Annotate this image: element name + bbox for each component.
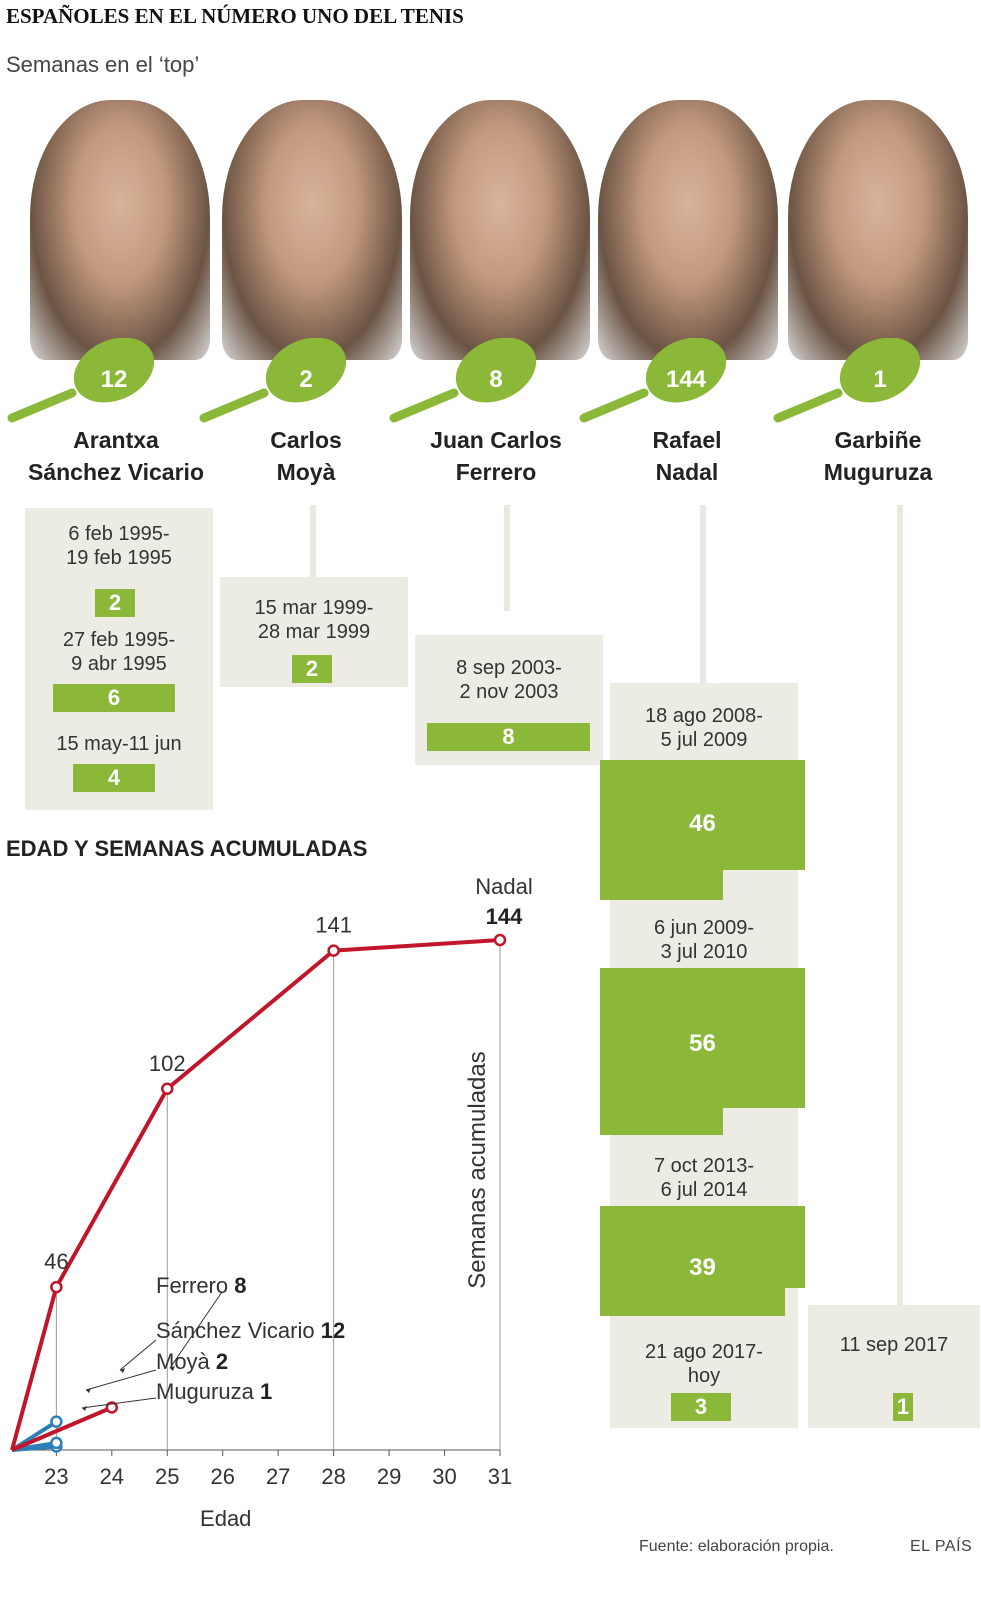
data-point bbox=[493, 933, 507, 947]
leader-arrow bbox=[120, 1368, 125, 1373]
leader-line bbox=[169, 1291, 223, 1369]
data-point bbox=[327, 944, 340, 957]
period-dates: 15 may-11 jun bbox=[56, 733, 182, 755]
x-tick-label: 27 bbox=[266, 1464, 290, 1489]
weeks-bar: 8 bbox=[427, 723, 590, 751]
data-label: 102 bbox=[149, 1051, 186, 1076]
weeks-value: 56 bbox=[689, 1030, 716, 1057]
x-axis-label: Edad bbox=[200, 1506, 251, 1531]
weeks-value: 39 bbox=[689, 1254, 716, 1281]
x-tick-label: 26 bbox=[210, 1464, 234, 1489]
leader-line bbox=[85, 1369, 157, 1391]
weeks-block bbox=[600, 968, 805, 1135]
timeline-line bbox=[897, 505, 903, 1305]
source-note: Fuente: elaboración propia. bbox=[639, 1538, 834, 1555]
weeks-bar: 1 bbox=[893, 1393, 913, 1421]
x-tick-label: 29 bbox=[377, 1464, 401, 1489]
racket-icon bbox=[199, 338, 347, 423]
total-weeks-nadal: 144 bbox=[665, 366, 707, 393]
chart-section-title: EDAD Y SEMANAS ACUMULADAS bbox=[6, 836, 368, 861]
racket-icon bbox=[773, 338, 921, 423]
leader-line bbox=[81, 1397, 157, 1409]
total-weeks-ferrero: 8 bbox=[489, 366, 503, 393]
period-dates: 15 mar 1999- 28 mar 1999 bbox=[254, 597, 374, 643]
series-label-value: 144 bbox=[486, 904, 523, 929]
data-point bbox=[50, 1436, 63, 1450]
period-dates: 6 feb 1995- 19 feb 1995 bbox=[66, 523, 172, 569]
player-name-sanchez-vicario: Arantxa Sánchez Vicario bbox=[28, 427, 204, 485]
racket-icon bbox=[389, 338, 537, 423]
data-point bbox=[50, 1280, 63, 1294]
brand-logo: EL PAÍS bbox=[910, 1538, 973, 1555]
period-dates: 21 ago 2017- hoy bbox=[645, 1341, 763, 1387]
player-name-ferrero: Juan Carlos Ferrero bbox=[430, 427, 562, 485]
leader-arrow bbox=[82, 1406, 87, 1411]
player-name-muguruza: Garbiñe Muguruza bbox=[823, 427, 933, 485]
data-point bbox=[161, 1082, 174, 1095]
weeks-block bbox=[600, 1206, 805, 1316]
player-photo-sanchez-vicario bbox=[30, 100, 210, 360]
data-point bbox=[50, 1415, 63, 1428]
period-dates: 6 jun 2009- 3 jul 2010 bbox=[653, 917, 755, 963]
leader-line bbox=[119, 1339, 157, 1371]
x-tick-label: 23 bbox=[44, 1464, 68, 1489]
series-legend-label: Muguruza 1 bbox=[156, 1379, 272, 1404]
timeline-line bbox=[310, 505, 316, 577]
series-line-0 bbox=[10, 938, 501, 1451]
series-legend-label: Moyà 2 bbox=[156, 1349, 228, 1374]
series-legend-label: Sánchez Vicario 12 bbox=[156, 1318, 345, 1343]
total-weeks-muguruza: 1 bbox=[873, 366, 887, 393]
weeks-value: 46 bbox=[689, 810, 716, 837]
weeks-bar: 2 bbox=[95, 589, 135, 617]
data-label: 141 bbox=[315, 913, 352, 938]
player-name-moya: Carlos Moyà bbox=[270, 427, 342, 485]
total-weeks-moya: 2 bbox=[299, 366, 313, 393]
y-axis-label: Semanas acumuladas bbox=[464, 1051, 491, 1288]
period-dates: 11 sep 2017 bbox=[839, 1334, 949, 1356]
total-weeks-sanchez-vicario: 12 bbox=[100, 366, 128, 393]
weeks-bar: 2 bbox=[292, 655, 332, 683]
racket-icon bbox=[7, 338, 155, 423]
player-name-nadal: Rafael Nadal bbox=[652, 427, 722, 485]
weeks-bar: 3 bbox=[671, 1393, 731, 1421]
x-tick-label: 24 bbox=[100, 1464, 124, 1489]
x-tick-label: 25 bbox=[155, 1464, 179, 1489]
period-dates: 8 sep 2003- 2 nov 2003 bbox=[456, 657, 562, 703]
player-photo-muguruza bbox=[788, 100, 968, 360]
age-weeks-line-chart: 23 24 25 26 27 28 29 30 31 Edad Semanas acumuladas… bbox=[10, 874, 533, 1531]
series-legend-label: Ferrero 8 bbox=[156, 1273, 247, 1298]
weeks-bar: 4 bbox=[73, 764, 155, 792]
leader-arrow bbox=[86, 1388, 91, 1393]
x-tick-label: 30 bbox=[432, 1464, 456, 1489]
weeks-block bbox=[600, 760, 805, 900]
player-photo-nadal bbox=[598, 100, 778, 360]
racket-icon bbox=[579, 338, 727, 423]
series-line-1 bbox=[11, 1405, 113, 1452]
timeline-line bbox=[504, 505, 510, 611]
page-title: ESPAÑOLES EN EL NÚMERO UNO DEL TENIS bbox=[6, 4, 464, 28]
period-box-sanchez-vicario bbox=[25, 508, 213, 810]
period-dates: 18 ago 2008- 5 jul 2009 bbox=[645, 705, 763, 751]
series-label-name: Nadal bbox=[475, 874, 532, 899]
weeks-bar: 6 bbox=[53, 684, 175, 712]
period-dates: 27 feb 1995- 9 abr 1995 bbox=[62, 629, 176, 675]
leader-arrow bbox=[170, 1366, 175, 1371]
x-tick-label: 31 bbox=[488, 1464, 512, 1489]
period-dates: 7 oct 2013- 6 jul 2014 bbox=[653, 1155, 755, 1201]
data-point bbox=[105, 1401, 119, 1414]
data-label: 46 bbox=[44, 1249, 68, 1274]
timeline-line bbox=[700, 505, 706, 683]
x-tick-label: 28 bbox=[321, 1464, 345, 1489]
player-photo-moya bbox=[222, 100, 402, 360]
player-photo-ferrero bbox=[410, 100, 590, 360]
page-subtitle: Semanas en el ‘top’ bbox=[6, 52, 200, 77]
